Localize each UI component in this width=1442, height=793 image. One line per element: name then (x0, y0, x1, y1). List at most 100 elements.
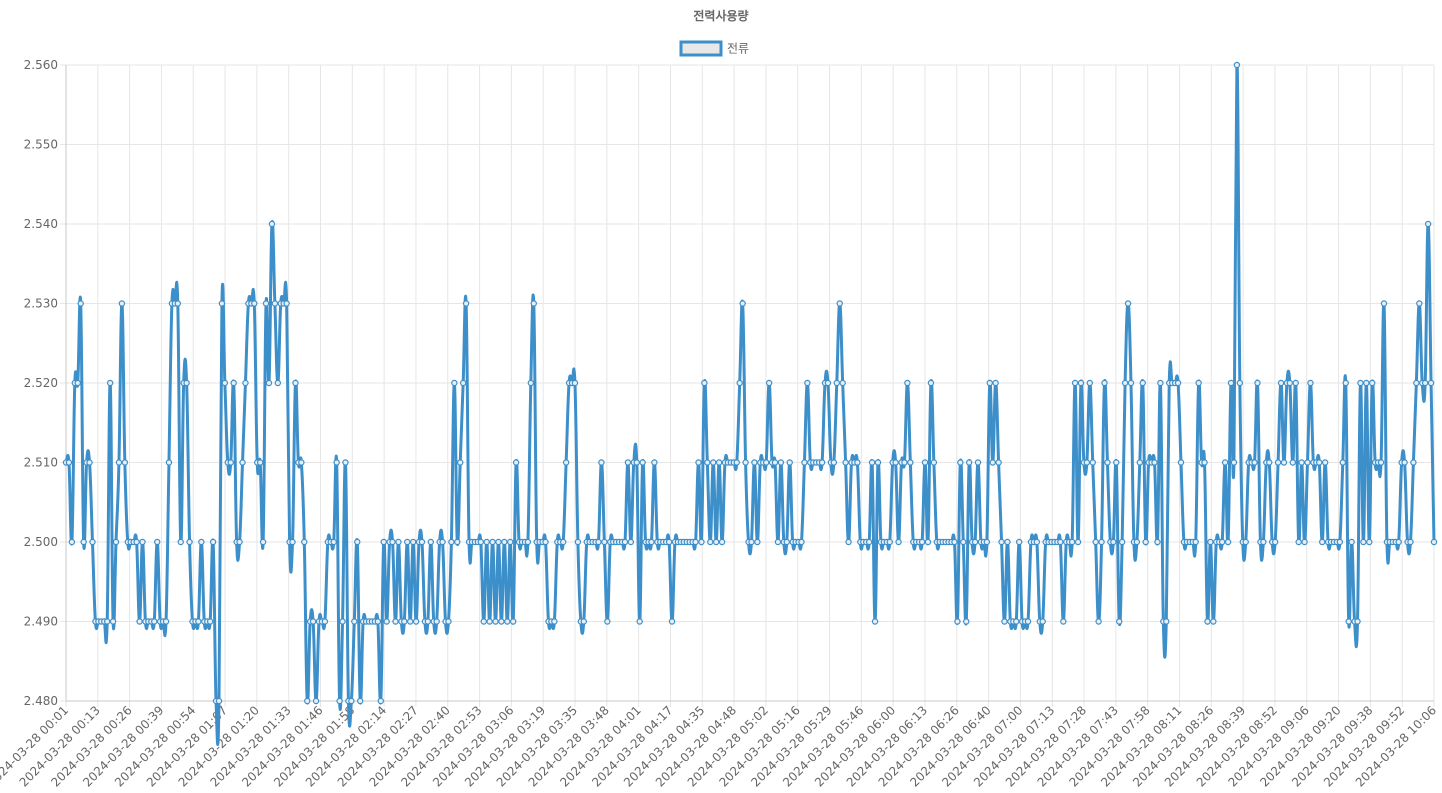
data-point[interactable] (1116, 618, 1123, 625)
data-point[interactable] (1342, 379, 1349, 387)
data-point[interactable] (106, 379, 114, 387)
data-point[interactable] (651, 459, 658, 466)
data-point[interactable] (571, 379, 579, 387)
data-point[interactable] (1369, 379, 1376, 387)
data-point[interactable] (1416, 300, 1423, 307)
data-point[interactable] (227, 459, 234, 466)
data-point[interactable] (427, 538, 434, 546)
data-point[interactable] (1004, 538, 1011, 546)
data-point[interactable] (733, 459, 740, 466)
data-point[interactable] (283, 300, 290, 307)
data-point[interactable] (542, 538, 549, 546)
data-point[interactable] (1142, 538, 1149, 546)
data-point[interactable] (786, 459, 793, 466)
data-point[interactable] (392, 618, 399, 625)
data-point[interactable] (1195, 379, 1202, 387)
data-point[interactable] (1139, 379, 1146, 387)
data-point[interactable] (489, 538, 496, 546)
data-point[interactable] (736, 379, 743, 387)
data-point[interactable] (1098, 538, 1105, 546)
data-point[interactable] (748, 538, 755, 546)
data-point[interactable] (995, 459, 1002, 466)
data-point[interactable] (68, 538, 76, 546)
data-point[interactable] (1377, 459, 1385, 466)
data-point[interactable] (1174, 379, 1182, 387)
data-point[interactable] (115, 459, 123, 466)
data-point[interactable] (1192, 538, 1199, 546)
data-point[interactable] (1395, 538, 1402, 546)
legend-label[interactable]: 전류 (727, 42, 749, 56)
data-point[interactable] (1421, 379, 1429, 387)
data-point[interactable] (774, 538, 782, 546)
data-point[interactable] (798, 538, 805, 546)
data-point[interactable] (742, 459, 749, 466)
data-point[interactable] (1133, 538, 1141, 546)
data-point[interactable] (262, 300, 270, 307)
data-point[interactable] (904, 379, 911, 387)
data-point[interactable] (89, 538, 96, 546)
data-point[interactable] (1071, 379, 1079, 387)
data-point[interactable] (1157, 379, 1164, 387)
data-point[interactable] (265, 379, 273, 387)
data-point[interactable] (604, 618, 611, 625)
data-point[interactable] (418, 538, 426, 546)
data-point[interactable] (103, 618, 111, 625)
data-point[interactable] (833, 379, 840, 387)
data-point[interactable] (707, 538, 714, 546)
data-point[interactable] (559, 538, 567, 546)
data-point[interactable] (1110, 538, 1117, 546)
data-point[interactable] (1348, 538, 1355, 546)
data-point[interactable] (457, 459, 464, 466)
data-point[interactable] (271, 300, 279, 307)
data-point[interactable] (230, 379, 237, 387)
data-point[interactable] (389, 538, 396, 546)
data-point[interactable] (907, 459, 914, 466)
data-point[interactable] (1266, 459, 1273, 466)
data-point[interactable] (174, 300, 181, 307)
data-point[interactable] (951, 538, 958, 546)
data-point[interactable] (1319, 538, 1326, 546)
data-point[interactable] (998, 538, 1005, 546)
data-point[interactable] (1118, 538, 1126, 546)
data-point[interactable] (1289, 459, 1296, 466)
data-point[interactable] (1363, 379, 1370, 387)
data-point[interactable] (921, 459, 929, 466)
data-point[interactable] (633, 459, 640, 466)
data-point[interactable] (1210, 618, 1217, 625)
data-point[interactable] (492, 618, 499, 625)
data-point[interactable] (321, 618, 329, 625)
data-point[interactable] (151, 618, 158, 625)
data-point[interactable] (1039, 618, 1046, 625)
data-point[interactable] (783, 538, 790, 546)
data-point[interactable] (1077, 379, 1085, 387)
data-point[interactable] (957, 459, 964, 466)
data-point[interactable] (351, 618, 358, 625)
data-point[interactable] (1207, 538, 1214, 546)
data-point[interactable] (715, 459, 723, 466)
data-point[interactable] (336, 697, 343, 705)
data-point[interactable] (1104, 459, 1111, 466)
data-point[interactable] (304, 697, 311, 705)
data-point[interactable] (1274, 459, 1282, 466)
data-point[interactable] (374, 618, 382, 625)
data-point[interactable] (551, 618, 558, 625)
data-point[interactable] (109, 618, 117, 625)
data-point[interactable] (527, 379, 535, 387)
data-point[interactable] (1298, 459, 1305, 466)
data-point[interactable] (198, 538, 205, 546)
data-point[interactable] (1227, 379, 1235, 387)
data-point[interactable] (1251, 459, 1258, 466)
data-point[interactable] (268, 220, 276, 228)
data-point[interactable] (242, 379, 249, 387)
data-point[interactable] (1060, 618, 1067, 625)
data-point[interactable] (927, 379, 935, 387)
data-point[interactable] (1357, 379, 1364, 387)
data-point[interactable] (1086, 379, 1093, 387)
data-point[interactable] (1366, 538, 1373, 546)
data-point[interactable] (960, 538, 967, 546)
data-point[interactable] (439, 538, 446, 546)
data-point[interactable] (601, 538, 608, 546)
data-point[interactable] (624, 459, 632, 466)
data-point[interactable] (665, 538, 673, 546)
data-point[interactable] (1068, 538, 1076, 546)
